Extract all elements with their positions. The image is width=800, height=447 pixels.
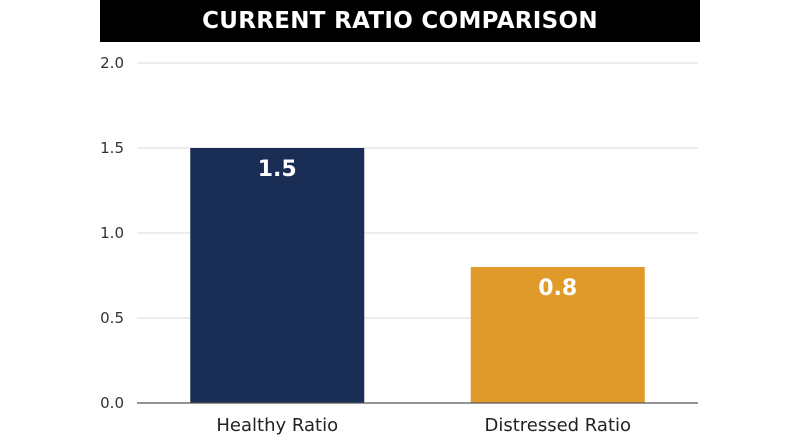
y-tick-label: 2.0	[100, 54, 124, 72]
y-tick-label: 1.0	[100, 224, 124, 242]
y-tick-label: 0.5	[100, 309, 124, 327]
y-tick-label: 1.5	[100, 139, 124, 157]
y-tick-label: 0.0	[100, 394, 124, 412]
x-tick-label: Distressed Ratio	[484, 415, 631, 436]
data-labels: 1.5 0.8	[258, 157, 577, 301]
bar-data-label: 0.8	[538, 276, 577, 301]
x-axis-labels: Healthy Ratio Distressed Ratio	[216, 415, 631, 436]
bar	[470, 267, 645, 403]
y-axis-ticks: 0.0 0.5 1.0 1.5 2.0	[100, 54, 124, 412]
bars	[190, 148, 645, 403]
chart-title: CURRENT RATIO COMPARISON	[202, 8, 598, 34]
chart-title-bar: CURRENT RATIO COMPARISON	[100, 0, 700, 42]
x-tick-label: Healthy Ratio	[216, 415, 338, 436]
bar	[190, 148, 365, 403]
bar-data-label: 1.5	[258, 157, 297, 182]
